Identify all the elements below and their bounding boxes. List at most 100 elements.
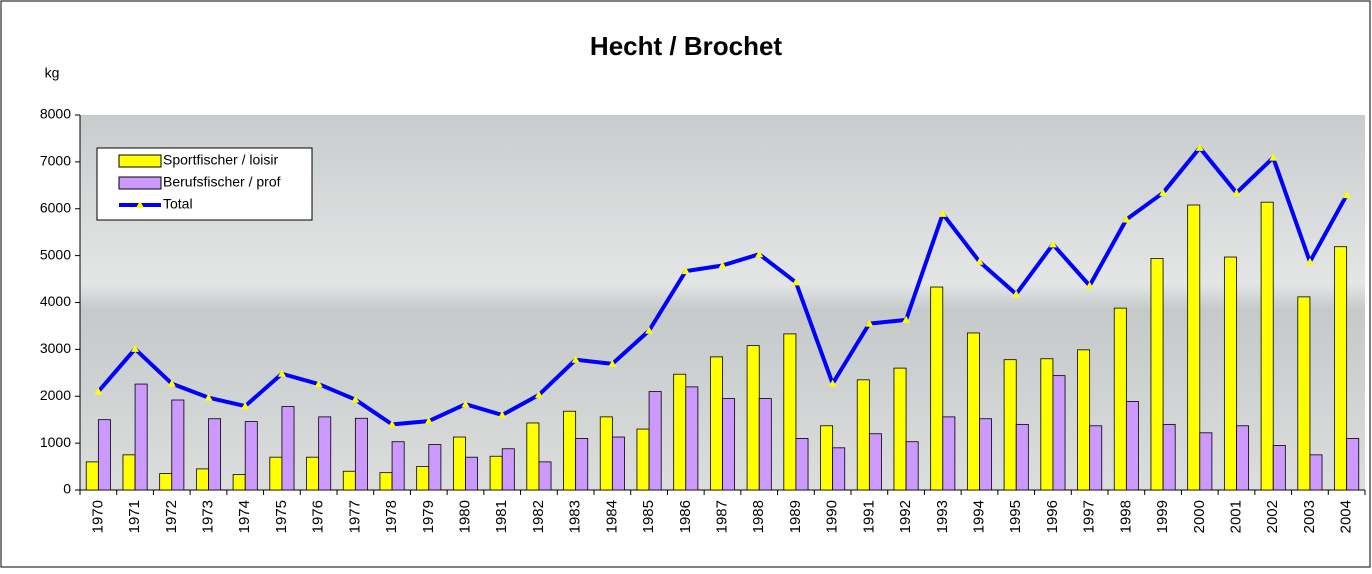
bar — [466, 457, 478, 490]
y-axis-label: kg — [45, 65, 60, 81]
y-tick-label: 1000 — [40, 434, 71, 450]
bar — [417, 467, 429, 490]
bar — [1126, 401, 1138, 490]
bar — [98, 420, 110, 490]
chart: Hecht / Brochet kg 0 1000 2000 3000 4000 5000… — [0, 0, 1372, 569]
x-tick-label: 1986 — [677, 500, 694, 533]
x-tick-label: 1998 — [1117, 500, 1134, 533]
bar — [209, 419, 221, 490]
bar — [172, 400, 184, 490]
bar — [1004, 360, 1016, 490]
x-tick-label: 1974 — [236, 500, 253, 533]
bar — [943, 417, 955, 490]
bar — [527, 423, 539, 490]
x-tick-label: 2000 — [1191, 500, 1208, 533]
x-tick-label: 1981 — [493, 500, 510, 533]
x-tick-label: 1997 — [1081, 500, 1098, 533]
y-tick-label: 4000 — [40, 293, 71, 309]
y-tick-label: 8000 — [40, 106, 71, 122]
bar — [1224, 257, 1236, 490]
y-tick-label: 2000 — [40, 387, 71, 403]
x-tick-label: 1995 — [1007, 500, 1024, 533]
bar — [821, 426, 833, 490]
bar — [1151, 258, 1163, 490]
bar — [1261, 202, 1273, 490]
bar — [649, 392, 661, 490]
bar — [1163, 424, 1175, 490]
bar — [759, 399, 771, 490]
bar — [160, 474, 172, 490]
bar — [1016, 424, 1028, 490]
bar — [270, 457, 282, 490]
x-tick-label: 1979 — [420, 500, 437, 533]
x-tick-label: 1975 — [273, 500, 290, 533]
bar — [1090, 426, 1102, 490]
bar — [612, 437, 624, 490]
bar — [967, 333, 979, 490]
bar — [502, 449, 514, 490]
y-tick-label: 7000 — [40, 153, 71, 169]
x-tick-label: 2004 — [1338, 500, 1355, 533]
legend-swatch — [119, 155, 161, 167]
bar — [1114, 308, 1126, 490]
x-tick-label: 1988 — [750, 500, 767, 533]
bar — [1310, 455, 1322, 490]
y-tick-label: 3000 — [40, 340, 71, 356]
bar — [319, 417, 331, 490]
bar — [1347, 438, 1359, 490]
bar — [86, 462, 98, 490]
bar — [355, 418, 367, 490]
bar — [1188, 205, 1200, 490]
bar — [600, 417, 612, 490]
bar — [539, 462, 551, 490]
bar — [747, 346, 759, 490]
bar — [490, 456, 502, 490]
bar — [857, 380, 869, 490]
bar — [576, 438, 588, 490]
x-tick-label: 1980 — [456, 500, 473, 533]
bar — [906, 442, 918, 490]
bar — [343, 471, 355, 490]
bar — [710, 357, 722, 490]
x-tick-label: 2003 — [1301, 500, 1318, 533]
bar — [894, 368, 906, 490]
x-tick-label: 1976 — [310, 500, 327, 533]
bar — [833, 448, 845, 490]
chart-title: Hecht / Brochet — [590, 31, 782, 61]
x-tick-label: 1993 — [934, 500, 951, 533]
bar — [796, 438, 808, 490]
bar — [869, 434, 881, 490]
legend-swatch — [119, 177, 161, 189]
x-tick-label: 1978 — [383, 500, 400, 533]
bar — [637, 429, 649, 490]
x-tick-label: 1970 — [89, 500, 106, 533]
bar — [723, 399, 735, 490]
bar — [380, 473, 392, 490]
bar — [307, 457, 319, 490]
x-tick-label: 1984 — [603, 500, 620, 533]
x-tick-label: 2001 — [1227, 500, 1244, 533]
x-tick-label: 1992 — [897, 500, 914, 533]
bar — [784, 334, 796, 490]
x-tick-label: 1983 — [567, 500, 584, 533]
legend-label: Total — [163, 196, 193, 212]
bar — [1335, 247, 1347, 490]
x-tick-label: 1989 — [787, 500, 804, 533]
x-tick-label: 1991 — [860, 500, 877, 533]
bar — [1273, 445, 1285, 490]
bar — [135, 384, 147, 490]
y-tick-label: 0 — [63, 481, 71, 497]
bar — [1041, 359, 1053, 490]
x-tick-label: 1971 — [126, 500, 143, 533]
x-tick-label: 1985 — [640, 500, 657, 533]
bar — [674, 374, 686, 490]
bar — [980, 419, 992, 490]
x-tick-label: 2002 — [1264, 500, 1281, 533]
x-tick-label: 1987 — [713, 500, 730, 533]
x-tick-label: 1982 — [530, 500, 547, 533]
bar — [453, 437, 465, 490]
x-tick-label: 1996 — [1044, 500, 1061, 533]
y-tick-label: 5000 — [40, 246, 71, 262]
bar — [1053, 376, 1065, 490]
bar — [282, 407, 294, 490]
